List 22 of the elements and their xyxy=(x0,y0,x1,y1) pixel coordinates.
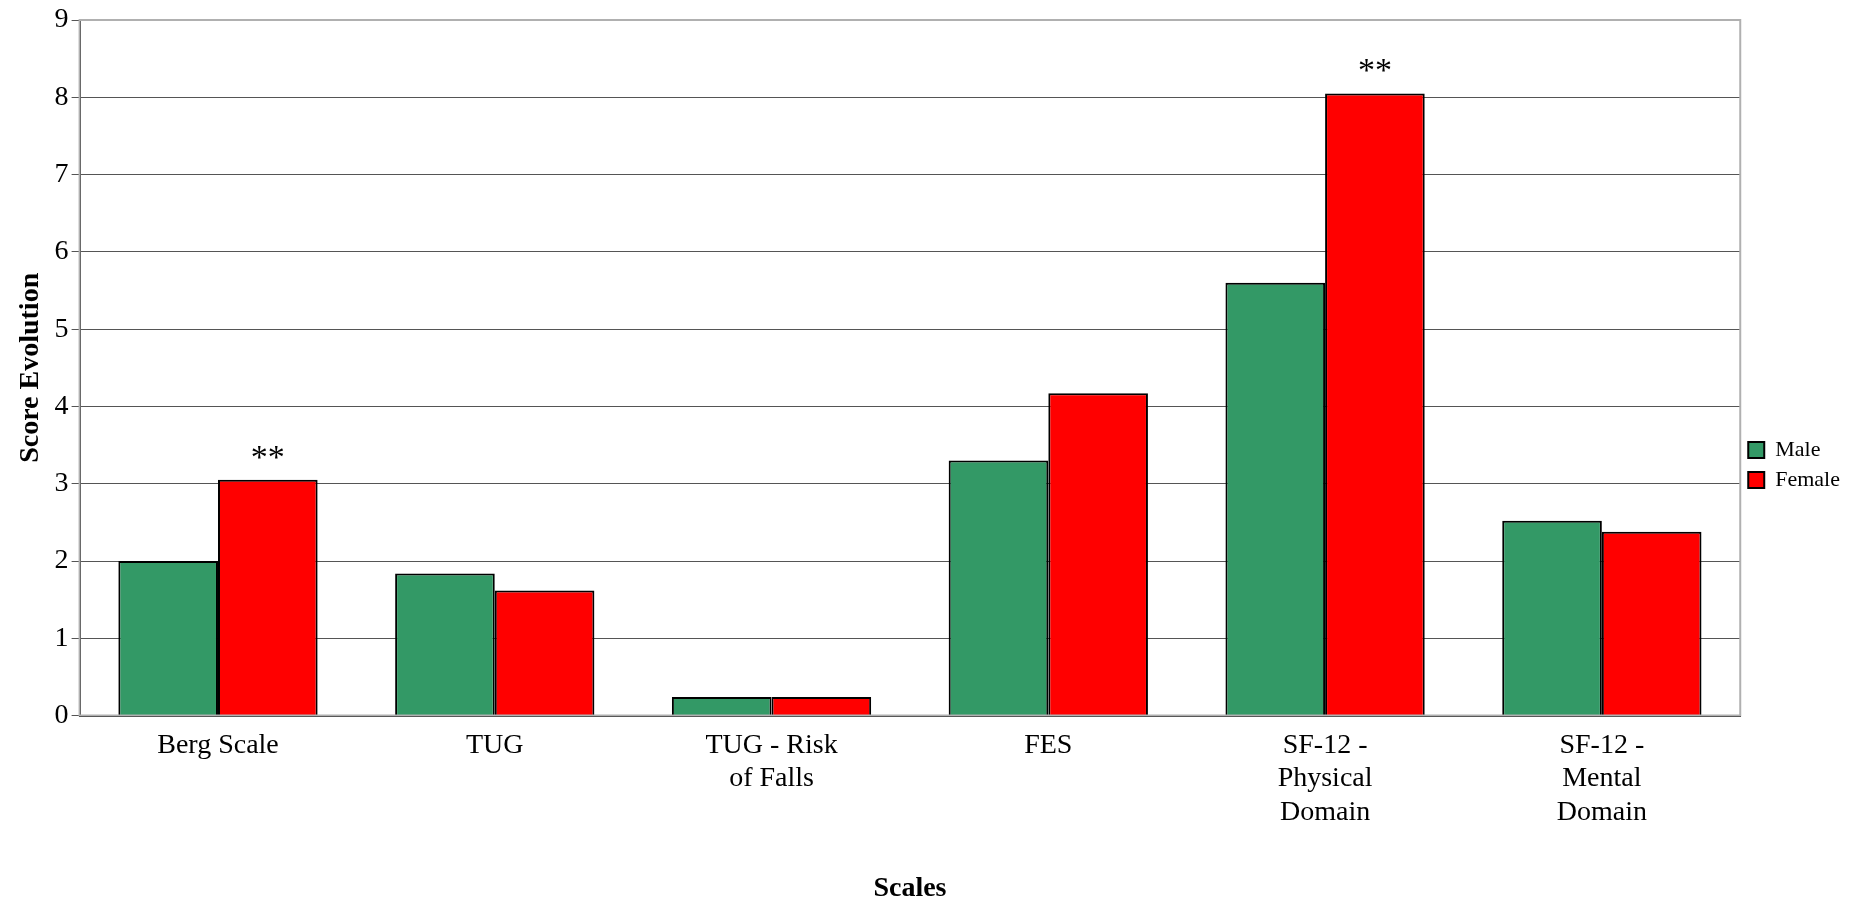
y-tick-label: 5 xyxy=(54,311,69,343)
x-tick-label: Berg Scale xyxy=(157,727,279,759)
y-axis-title: Score Evolution xyxy=(13,272,45,463)
data-label: ** xyxy=(250,437,285,475)
y-tick-label: 1 xyxy=(54,620,69,652)
y-tick-label: 0 xyxy=(54,697,69,729)
y-tick-label: 6 xyxy=(54,234,69,266)
data-label: ** xyxy=(1357,51,1392,89)
legend-label: Male xyxy=(1775,435,1821,461)
x-axis-title: Scales xyxy=(873,871,947,903)
x-tick-label: TUG - Risk of Falls xyxy=(705,727,838,793)
legend-label: Female xyxy=(1775,465,1841,491)
x-tick-label: FES xyxy=(1024,727,1073,759)
y-tick-label: 4 xyxy=(54,388,69,420)
y-tick-label: 7 xyxy=(54,156,69,188)
x-tick-label: SF-12 - Mental Domain xyxy=(1556,727,1647,826)
x-tick-label: TUG xyxy=(465,727,524,759)
x-tick-label: SF-12 - Physical Domain xyxy=(1277,727,1373,826)
y-tick-label: 2 xyxy=(54,543,69,575)
y-tick-label: 8 xyxy=(54,79,69,111)
y-tick-label: 3 xyxy=(54,466,69,498)
y-tick-label: 9 xyxy=(54,2,69,34)
